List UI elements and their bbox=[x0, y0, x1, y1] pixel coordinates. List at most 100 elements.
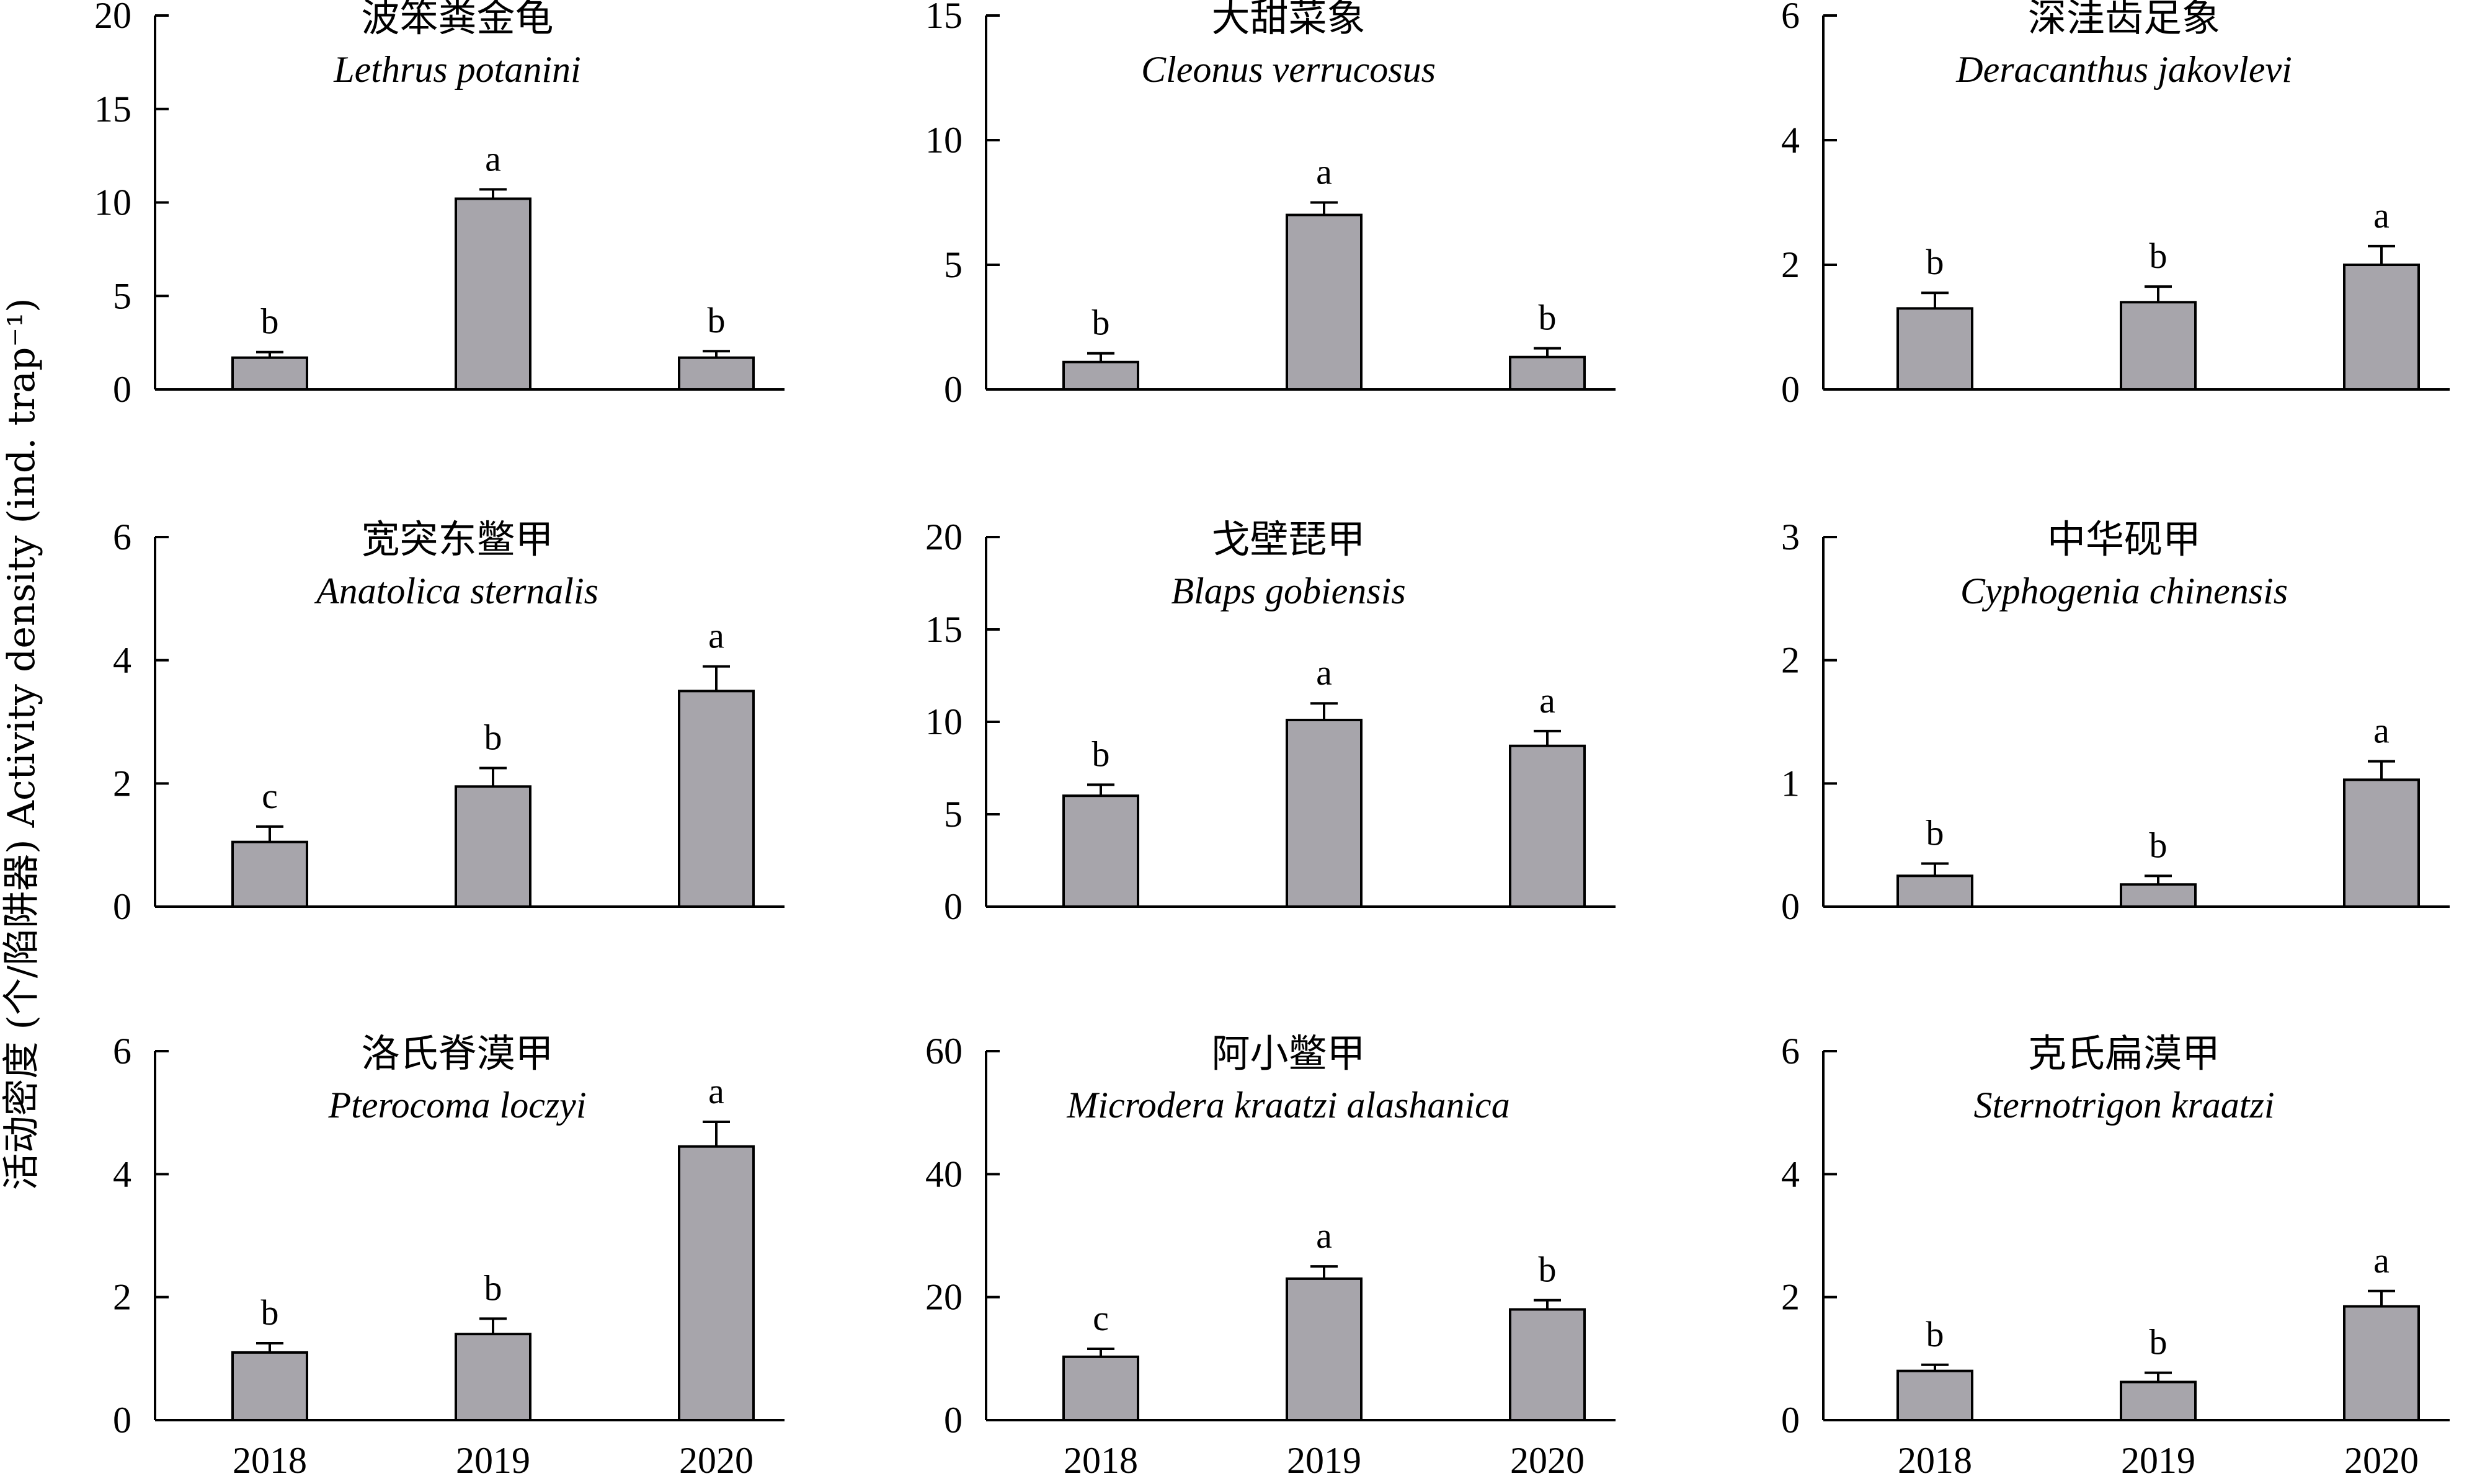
chart-panel-2: 0 5 10 15 大甜菜象 Cleonus verrucosus b a b bbox=[925, 0, 1616, 410]
bar bbox=[1509, 1308, 1586, 1421]
x-tick-label: 2018 bbox=[1898, 1440, 1972, 1481]
bar bbox=[231, 1351, 308, 1422]
y-tick-label: 5 bbox=[944, 794, 963, 835]
chart-subtitle: Pterocoma loczyi bbox=[328, 1085, 587, 1126]
x-tick-label: 2020 bbox=[1510, 1440, 1585, 1481]
x-tick-label: 2019 bbox=[1287, 1440, 1361, 1481]
y-tick-label: 40 bbox=[925, 1153, 963, 1194]
bar bbox=[1062, 794, 1139, 908]
significance-letter: c bbox=[262, 776, 278, 816]
y-tick-label: 4 bbox=[1781, 1153, 1800, 1194]
y-tick-label: 0 bbox=[1781, 1400, 1800, 1441]
x-tick-label: 2020 bbox=[2344, 1440, 2419, 1481]
significance-letter: b bbox=[1539, 1250, 1557, 1290]
significance-letter: b bbox=[1926, 812, 1944, 853]
y-tick-label: 20 bbox=[925, 1277, 963, 1318]
significance-letter: a bbox=[708, 616, 724, 656]
x-tick-label: 2019 bbox=[456, 1440, 530, 1481]
y-tick-label: 0 bbox=[113, 1400, 131, 1441]
bar bbox=[2343, 1305, 2420, 1422]
chart-title: 大甜菜象 bbox=[1211, 0, 1365, 40]
chart-subtitle: Lethrus potanini bbox=[333, 49, 580, 90]
chart-title: 戈壁琵甲 bbox=[1211, 517, 1365, 562]
significance-letter: a bbox=[1539, 680, 1555, 721]
significance-letter: b bbox=[484, 718, 502, 758]
bar bbox=[2343, 778, 2420, 908]
y-tick-label: 15 bbox=[925, 609, 963, 650]
y-tick-label: 60 bbox=[925, 1031, 963, 1072]
x-tick-label: 2018 bbox=[1064, 1440, 1138, 1481]
chart-title: 深洼齿足象 bbox=[2028, 0, 2220, 40]
y-tick-label: 15 bbox=[925, 0, 963, 36]
bar bbox=[455, 785, 531, 909]
chart-title: 中华砚甲 bbox=[2047, 517, 2201, 562]
bar bbox=[231, 840, 308, 908]
chart-panel-6: 0 1 2 3 中华砚甲 Cyphogenia chinensis b b a bbox=[1781, 517, 2450, 927]
bar bbox=[678, 690, 755, 909]
significance-letter: a bbox=[2373, 195, 2390, 236]
y-tick-label: 2 bbox=[1781, 244, 1800, 285]
y-tick-label: 6 bbox=[1781, 0, 1800, 36]
chart-panel-5: 0 5 10 15 20 戈壁琵甲 Blaps gobiensis b a a bbox=[925, 517, 1616, 927]
y-tick-label: 4 bbox=[113, 1153, 131, 1194]
y-tick-label: 0 bbox=[944, 369, 963, 410]
significance-letter: a bbox=[1316, 1215, 1332, 1256]
significance-letter: b bbox=[2150, 236, 2167, 276]
bar bbox=[1509, 744, 1586, 908]
chart-subtitle: Blaps gobiensis bbox=[1171, 571, 1405, 611]
chart-subtitle: Anatolica sternalis bbox=[314, 571, 598, 611]
significance-letter: a bbox=[2373, 711, 2390, 751]
chart-panel-8: 0 20 40 60 阿小鳖甲 Microdera kraatzi alashanica c… bbox=[925, 1031, 1616, 1481]
y-tick-label: 2 bbox=[113, 1277, 131, 1318]
y-axis-label: 活动密度 (个/陷阱器) Activity density (ind. trap… bbox=[0, 298, 43, 1190]
y-tick-label: 6 bbox=[113, 1031, 131, 1072]
bar bbox=[1896, 307, 1973, 391]
chart-panel-9: 0 2 4 6 克氏扁漠甲 Sternotrigon kraatzi b 2018 b 2019 a… bbox=[1781, 1031, 2450, 1481]
bar bbox=[1896, 1369, 1973, 1422]
y-tick-label: 0 bbox=[1781, 369, 1800, 410]
significance-letter: b bbox=[1926, 1314, 1944, 1354]
y-tick-label: 0 bbox=[944, 886, 963, 927]
y-tick-label: 0 bbox=[1781, 886, 1800, 927]
chart-title: 克氏扁漠甲 bbox=[2028, 1031, 2220, 1076]
chart-subtitle: Sternotrigon kraatzi bbox=[1973, 1085, 2274, 1126]
bar bbox=[2120, 883, 2197, 908]
bar bbox=[678, 356, 755, 391]
bar bbox=[455, 197, 531, 391]
x-tick-label: 2020 bbox=[679, 1440, 754, 1481]
y-tick-label: 10 bbox=[925, 701, 963, 742]
bar bbox=[2120, 1380, 2197, 1421]
significance-letter: b bbox=[1092, 734, 1110, 774]
chart-title: 宽突东鳖甲 bbox=[361, 517, 553, 562]
y-tick-label: 15 bbox=[94, 89, 131, 130]
chart-panel-7: 0 2 4 6 洛氏脊漠甲 Pterocoma loczyi b 2018 b 2019 a 2020 bbox=[113, 1031, 785, 1481]
bar bbox=[1509, 355, 1586, 391]
bar bbox=[2120, 301, 2197, 391]
significance-letter: b bbox=[484, 1268, 502, 1308]
chart-title: 阿小鳖甲 bbox=[1211, 1031, 1365, 1076]
y-tick-label: 0 bbox=[944, 1400, 963, 1441]
chart-subtitle: Deracanthus jakovlevi bbox=[1955, 49, 2292, 90]
significance-letter: b bbox=[708, 300, 726, 340]
y-tick-label: 20 bbox=[925, 517, 963, 558]
significance-letter: b bbox=[261, 1292, 279, 1333]
y-tick-label: 4 bbox=[1781, 120, 1800, 161]
y-tick-label: 10 bbox=[94, 182, 131, 223]
chart-subtitle: Microdera kraatzi alashanica bbox=[1066, 1085, 1509, 1126]
y-tick-label: 5 bbox=[944, 244, 963, 285]
significance-letter: b bbox=[1926, 242, 1944, 282]
bar bbox=[1286, 213, 1363, 391]
bar bbox=[455, 1333, 531, 1422]
significance-letter: a bbox=[1316, 652, 1332, 693]
y-tick-label: 0 bbox=[113, 369, 131, 410]
significance-letter: a bbox=[708, 1071, 724, 1111]
bar bbox=[1896, 874, 1973, 909]
chart-subtitle: Cyphogenia chinensis bbox=[1960, 571, 2288, 611]
y-tick-label: 0 bbox=[113, 886, 131, 927]
bar bbox=[2343, 264, 2420, 391]
bar bbox=[231, 356, 308, 391]
bar bbox=[1062, 360, 1139, 391]
y-tick-label: 5 bbox=[113, 275, 131, 316]
